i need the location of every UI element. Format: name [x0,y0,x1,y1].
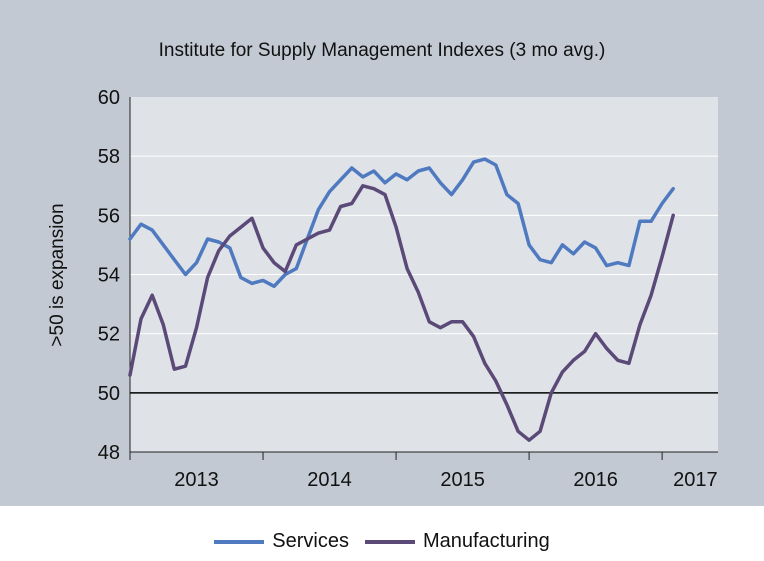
y-tick-label: 58 [98,146,120,168]
y-tick-label: 50 [98,383,120,405]
x-tick-label: 2015 [440,469,485,491]
line-chart: 48 50 52 54 56 58 60 2013 2014 2015 2016 2017 [98,87,718,491]
chart-title: Institute for Supply Management Indexes … [158,40,606,61]
x-tick-label: 2013 [174,469,219,491]
series-line-services [128,157,675,289]
legend-label: Services [272,530,349,552]
x-tick-label: 2014 [307,469,352,491]
legend-swatch [214,539,265,544]
legend-label: Manufacturing [422,530,550,552]
legend-item-manufacturing: Manufacturing [364,530,550,553]
y-tick-label: 56 [98,205,120,227]
chart-legend: Services Manufacturing [0,530,764,553]
chart-panel: Institute for Supply Management Indexes … [0,0,764,506]
legend-item-services: Services [214,530,349,553]
series-line-manufacturing [128,184,675,442]
x-tick-label: 2017 [673,469,718,491]
legend-swatch [364,539,415,544]
y-tick-label: 60 [98,87,120,109]
y-tick-label: 54 [98,265,120,287]
y-tick-label: 48 [98,442,120,464]
y-tick-label: 52 [98,324,120,346]
x-tick-label: 2016 [573,469,618,491]
